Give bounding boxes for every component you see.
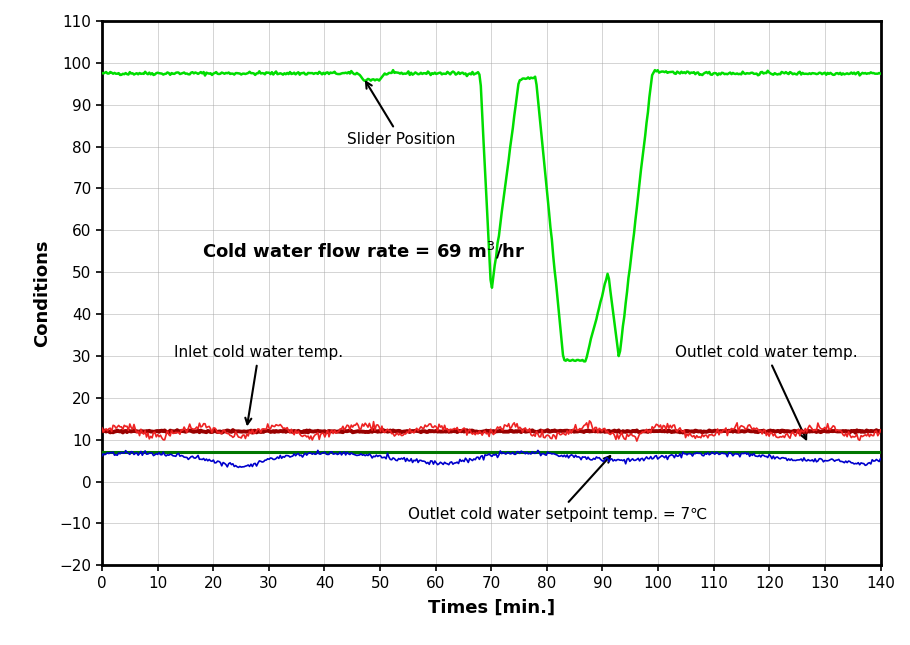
Text: Slider Position: Slider Position xyxy=(347,82,455,146)
Text: Cold water flow rate = 69 m$^3$/hr: Cold water flow rate = 69 m$^3$/hr xyxy=(202,241,525,262)
Y-axis label: Conditions: Conditions xyxy=(33,239,51,347)
Text: Inlet cold water temp.: Inlet cold water temp. xyxy=(174,345,343,424)
Text: Outlet cold water temp.: Outlet cold water temp. xyxy=(675,345,857,439)
X-axis label: Times [min.]: Times [min.] xyxy=(428,599,555,617)
Text: Outlet cold water setpoint temp. = 7℃: Outlet cold water setpoint temp. = 7℃ xyxy=(408,456,707,522)
